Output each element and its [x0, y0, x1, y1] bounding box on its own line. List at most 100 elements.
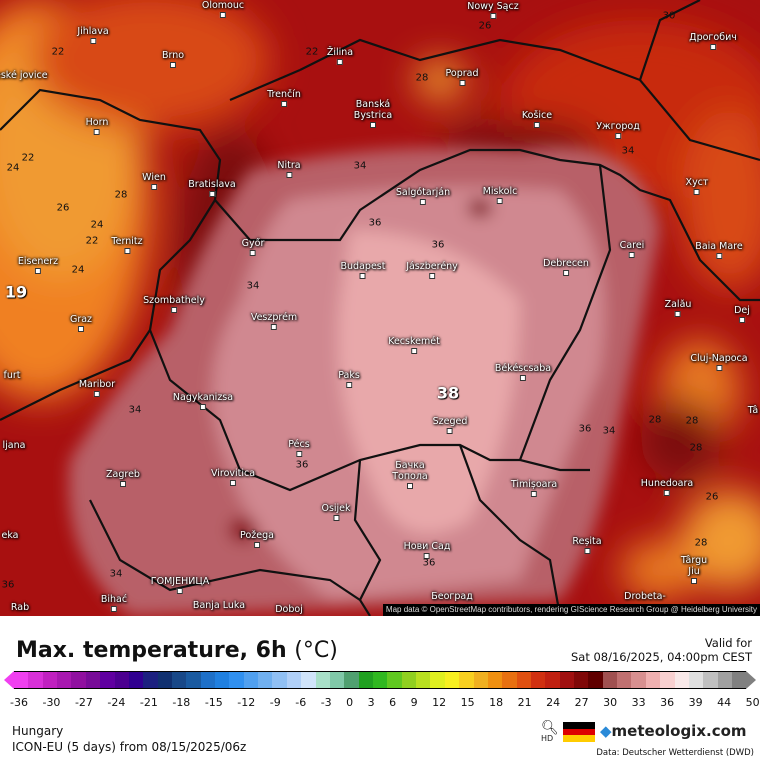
colorbar-swatch — [85, 672, 101, 688]
city-label: Veszprém — [251, 312, 297, 330]
city-label: furt — [3, 370, 21, 381]
colorbar-swatch — [444, 672, 460, 688]
colorbar-swatch — [530, 672, 546, 688]
colorbar-swatch — [487, 672, 503, 688]
city-label: Dej — [734, 305, 750, 323]
city-label: Požega — [240, 530, 274, 548]
colorbar-swatch — [143, 672, 158, 688]
city-label: Bihać — [101, 594, 127, 612]
city-label: Ternitz — [111, 236, 143, 254]
meteologix-logo[interactable]: ◆meteologix.com — [600, 722, 747, 740]
city-label: Београд — [431, 591, 473, 602]
city-label: Maribor — [79, 379, 115, 397]
colorbar-left-arrow — [4, 671, 14, 689]
city-label: Timișoara — [511, 479, 557, 497]
colorbar-tick-label: 27 — [574, 696, 589, 709]
colorbar-swatch — [688, 672, 704, 688]
city-label: Banja Luka — [192, 600, 246, 611]
city-label: Békéscsaba — [495, 363, 551, 381]
contour-label: 34 — [128, 404, 142, 416]
colorbar-tick-label: 30 — [603, 696, 618, 709]
city-label: Osijek — [321, 503, 351, 521]
contour-label: 26 — [705, 491, 719, 503]
colorbar-swatch — [731, 672, 747, 688]
city-label: Graz — [70, 314, 92, 332]
city-label: Zalău — [665, 299, 691, 317]
colorbar-tick-label: -24 — [107, 696, 126, 709]
colorbar-swatch — [387, 672, 402, 688]
colorbar — [14, 671, 747, 689]
colorbar-swatch — [674, 672, 689, 688]
city-label: Hunedoara — [641, 478, 693, 496]
max-value-label: 38 — [436, 383, 460, 403]
colorbar-right-arrow — [746, 671, 756, 689]
colorbar-swatch — [344, 672, 359, 688]
contour-label: 36 — [1, 579, 15, 591]
contour-label: 24 — [6, 162, 20, 174]
temperature-map[interactable]: Olomouc Jihlava Brno Žilina Nowy Sącz Po… — [0, 0, 760, 616]
colorbar-swatch — [574, 672, 589, 688]
city-label: Nagykanizsa — [173, 392, 233, 410]
contour-label: 28 — [648, 414, 662, 426]
city-label: Budapest — [341, 261, 385, 279]
city-label: Kecskemét — [388, 336, 440, 354]
drop-icon: ◆ — [600, 722, 612, 740]
colorbar-swatch — [28, 672, 43, 688]
colorbar-swatch — [258, 672, 273, 688]
colorbar-swatch — [329, 672, 345, 688]
colorbar-swatch — [502, 672, 517, 688]
city-label: Győr — [242, 238, 264, 256]
contour-label: 26 — [478, 20, 492, 32]
valid-time-value: Sat 08/16/2025, 04:00pm CEST — [570, 650, 752, 664]
colorbar-tick-label: 39 — [688, 696, 703, 709]
magnifier-icon[interactable]: 🔍︎ — [541, 720, 559, 736]
contour-label: 28 — [689, 442, 703, 454]
temperature-field — [0, 0, 760, 616]
colorbar-tick-label: 50 — [745, 696, 760, 709]
city-label: Drobeta- — [624, 591, 666, 602]
contour-label: 36 — [295, 459, 309, 471]
city-label: Rab — [10, 602, 30, 613]
colorbar-tick-label: -18 — [172, 696, 191, 709]
colorbar-swatch — [617, 672, 632, 688]
colorbar-swatch — [229, 672, 244, 688]
contour-label: 36 — [578, 423, 592, 435]
city-label: Trenčín — [267, 89, 301, 107]
city-label: Horn — [86, 117, 108, 135]
contour-label: 24 — [90, 219, 104, 231]
valid-time: Valid for Sat 08/16/2025, 04:00pm CEST — [571, 636, 752, 664]
colorbar-swatch — [717, 672, 732, 688]
colorbar-ticks: -36 -30 -27 -24 -21 -18 -15 -12 -9 -6 -3 0 3 6 9 12 15 18… — [10, 696, 760, 709]
data-source: Data: Deutscher Wetterdienst (DWD) — [596, 748, 754, 758]
contour-label: 34 — [109, 568, 123, 580]
city-label: Olomouc — [202, 0, 244, 18]
city-label: Jászberény — [406, 261, 458, 279]
colorbar-swatch — [100, 672, 115, 688]
city-label: ГОМЈЕНИЦА — [151, 576, 209, 594]
colorbar-swatch — [473, 672, 488, 688]
colorbar-swatch — [301, 672, 316, 688]
city-label: Košice — [522, 110, 552, 128]
region-label: Hungary — [12, 724, 64, 738]
contour-label: 28 — [694, 537, 708, 549]
colorbar-swatch — [57, 672, 72, 688]
colorbar-tick-label: 6 — [389, 696, 397, 709]
contour-label: 22 — [85, 235, 99, 247]
model-label: ICON-EU (5 days) from 08/15/2025/06z — [12, 740, 247, 754]
contour-label: 22 — [305, 46, 319, 58]
colorbar-swatch — [559, 672, 575, 688]
contour-label: 34 — [353, 160, 367, 172]
city-label: Miskolc — [483, 186, 517, 204]
colorbar-tick-label: -30 — [42, 696, 61, 709]
city-label: Târgu Jiu — [674, 555, 714, 584]
city-label: Banská Bystrica — [348, 99, 398, 128]
colorbar-swatch — [272, 672, 287, 688]
colorbar-swatch — [401, 672, 417, 688]
hd-zoom-button[interactable]: 🔍︎ HD — [541, 720, 559, 743]
colorbar-swatch — [171, 672, 187, 688]
city-label: Ужгород — [596, 121, 640, 139]
colorbar-swatch — [71, 672, 86, 688]
colorbar-swatch — [602, 672, 618, 688]
city-label: Wien — [142, 172, 166, 190]
city-label: Zagreb — [106, 469, 140, 487]
